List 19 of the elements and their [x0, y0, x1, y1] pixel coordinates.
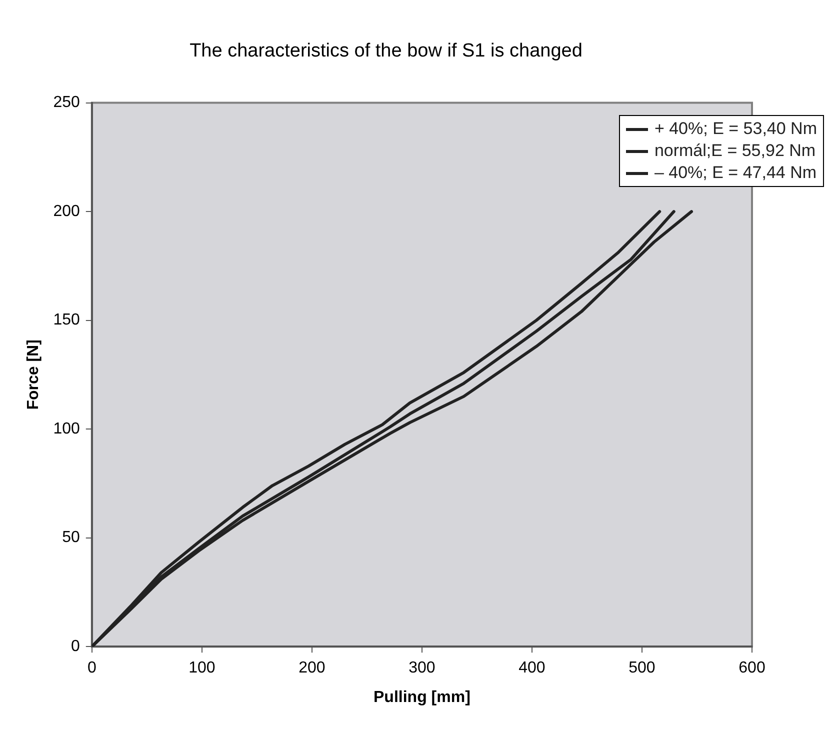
x-tick-label: 200 [298, 660, 326, 677]
y-axis-title: Force [N] [25, 340, 42, 410]
legend-label: normál;E = 55,92 Nm [654, 140, 816, 160]
chart-title: The characteristics of the bow if S1 is changed [190, 40, 582, 62]
x-tick-label: 300 [408, 660, 436, 677]
x-tick-label: 500 [628, 660, 656, 677]
x-tick-label: 100 [188, 660, 216, 677]
legend-label: + 40%; E = 53,40 Nm [654, 118, 817, 138]
y-tick-label: 100 [53, 420, 80, 438]
legend-label: – 40%; E = 47,44 Nm [654, 162, 817, 182]
x-tick-label: 400 [518, 660, 546, 677]
x-tick-label: 0 [87, 660, 96, 677]
y-tick-label: 0 [70, 638, 80, 656]
y-tick-label: 150 [53, 312, 80, 329]
y-tick-label: 250 [53, 94, 80, 112]
y-tick-label: 200 [53, 202, 80, 220]
x-tick-label: 600 [738, 660, 766, 677]
y-tick-label: 50 [62, 529, 80, 546]
x-axis-title: Pulling [mm] [374, 688, 470, 706]
